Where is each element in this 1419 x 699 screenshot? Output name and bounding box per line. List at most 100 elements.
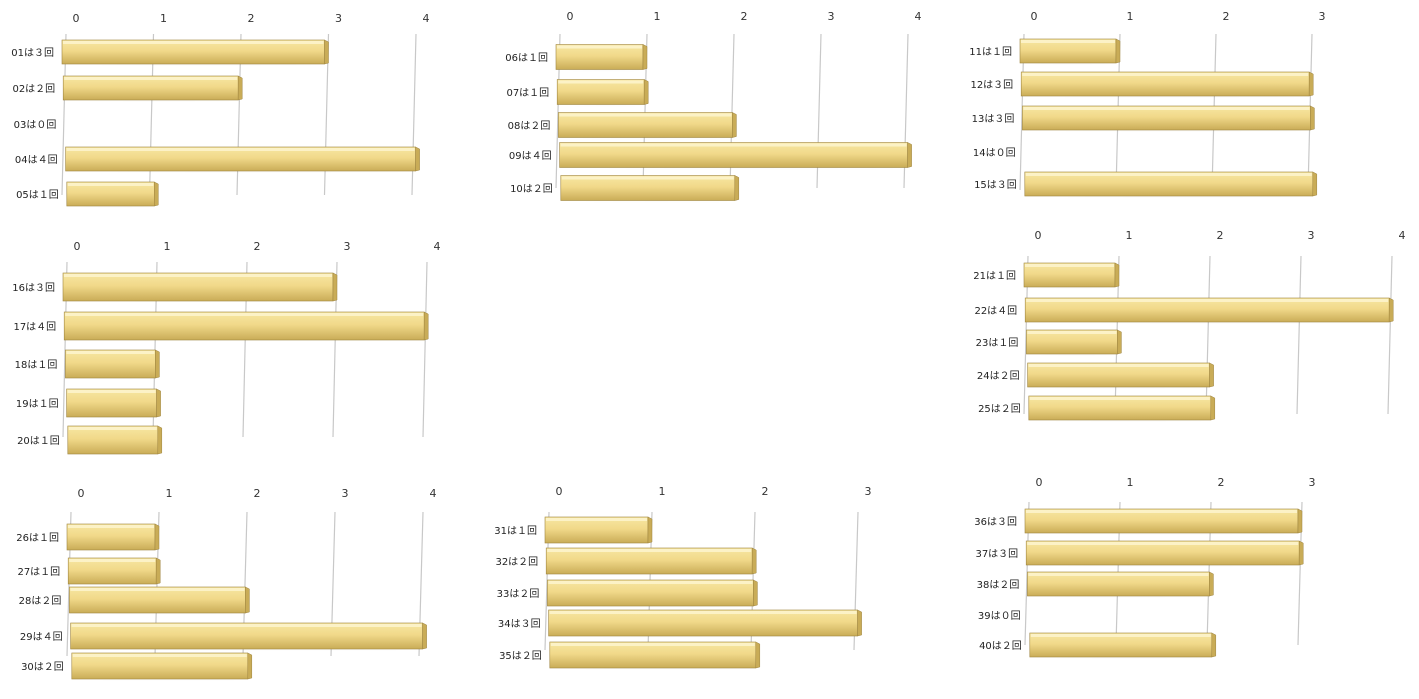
bar: [65, 349, 156, 379]
chart-panel-7: 0 1 2 3 31は１回 32は２回 33は２回 34は３回 35は２回: [494, 485, 872, 669]
chart-panel-5: 0 1 2 3 4 21は１回 22は４回 23は１回 24は２回 25は２回: [973, 229, 1406, 421]
x-tick-label: 0: [1036, 476, 1043, 489]
bar-highlight: [1027, 542, 1299, 545]
gridline: [1387, 255, 1393, 415]
x-tick-label: 1: [659, 485, 666, 498]
bar-end-cap: [857, 609, 862, 637]
bar-highlight: [1025, 173, 1312, 176]
bar-end-cap: [1298, 540, 1304, 566]
bar: [66, 388, 157, 418]
x-tick-label: 0: [74, 240, 81, 253]
bar-end-cap: [642, 44, 648, 70]
category-label: 10は２回: [510, 183, 553, 195]
bar: [549, 641, 757, 669]
bar-highlight: [548, 581, 753, 584]
bar-highlight: [72, 654, 247, 657]
category-label: 15は３回: [974, 179, 1017, 191]
bar-end-cap: [422, 622, 427, 650]
bar-highlight: [66, 148, 415, 151]
chart-panel-4: 0 1 2 3 4 16は３回 17は４回 18は１回 19は１回 20は１回: [12, 240, 441, 455]
bar-highlight: [1025, 264, 1114, 267]
bar: [67, 425, 159, 455]
category-label: 08は２回: [508, 120, 551, 132]
gridline: [1205, 255, 1211, 415]
category-label: 26は１回: [16, 532, 59, 544]
category-label: 27は１回: [17, 566, 60, 578]
x-tick-label: 3: [865, 485, 872, 498]
category-label: 06は１回: [505, 52, 548, 64]
bar: [71, 652, 249, 680]
x-tick-label: 4: [423, 12, 430, 25]
bar-end-cap: [755, 641, 761, 669]
bar-highlight: [63, 41, 324, 44]
bar-end-cap: [732, 112, 737, 138]
bar-end-cap: [647, 516, 653, 544]
category-label: 40は２回: [979, 640, 1022, 652]
category-label: 33は２回: [497, 588, 540, 600]
x-tick-label: 0: [556, 485, 563, 498]
bar-end-cap: [157, 425, 163, 455]
x-tick-label: 4: [434, 240, 441, 253]
category-label: 04は４回: [15, 154, 58, 166]
bar-highlight: [64, 274, 332, 277]
bar-highlight: [69, 559, 156, 562]
bar-highlight: [547, 549, 752, 552]
bar-end-cap: [247, 652, 253, 680]
bar-end-cap: [1211, 632, 1217, 658]
bar-highlight: [67, 183, 154, 186]
bar-highlight: [66, 351, 155, 354]
category-label: 23は１回: [976, 337, 1019, 349]
chart-panel-8: 0 1 2 3 36は３回 37は３回 38は２回 39は０回 40は２回: [974, 476, 1316, 658]
bar-highlight: [560, 143, 907, 147]
bar-highlight: [1021, 40, 1115, 43]
bar-end-cap: [751, 547, 757, 575]
bar-end-cap: [1210, 395, 1216, 421]
bar-highlight: [1026, 299, 1389, 302]
bar-highlight: [1026, 510, 1297, 513]
bar-end-cap: [1114, 262, 1120, 288]
category-label: 28は２回: [19, 595, 62, 607]
category-label: 29は４回: [20, 631, 63, 643]
bar-end-cap: [245, 586, 250, 614]
bar-end-cap: [643, 79, 649, 105]
bar: [544, 516, 649, 544]
bar-end-cap: [423, 311, 429, 341]
bar-end-cap: [332, 272, 338, 302]
bar-highlight: [1028, 364, 1209, 367]
category-label: 21は１回: [973, 270, 1016, 282]
x-tick-label: 2: [1223, 10, 1230, 23]
bar-end-cap: [415, 146, 420, 172]
category-label: 01は３回: [11, 47, 54, 59]
bar: [66, 523, 156, 551]
category-label: 35は２回: [499, 650, 542, 662]
bar-end-cap: [1388, 297, 1394, 323]
category-label: 13は３回: [972, 113, 1015, 125]
x-tick-label: 3: [1309, 476, 1316, 489]
x-tick-label: 4: [430, 487, 437, 500]
category-label: 37は３回: [975, 548, 1018, 560]
bar-end-cap: [1297, 508, 1303, 534]
bar: [555, 44, 644, 70]
bar-highlight: [557, 45, 642, 49]
bar: [560, 175, 736, 201]
x-tick-label: 1: [654, 10, 661, 23]
x-tick-label: 1: [1126, 229, 1133, 242]
bar: [548, 609, 858, 637]
category-label: 12は３回: [970, 79, 1013, 91]
bar-highlight: [68, 427, 157, 430]
bar: [559, 142, 908, 168]
x-tick-label: 2: [762, 485, 769, 498]
x-tick-label: 2: [254, 240, 261, 253]
bar-highlight: [1022, 73, 1309, 76]
x-tick-label: 2: [741, 10, 748, 23]
x-tick-label: 0: [73, 12, 80, 25]
category-label: 07は１回: [506, 87, 549, 99]
x-tick-label: 2: [1218, 476, 1225, 489]
bar-highlight: [1029, 397, 1210, 400]
bar-highlight: [546, 518, 647, 521]
bar-end-cap: [1310, 105, 1315, 131]
x-tick-label: 2: [1217, 229, 1224, 242]
bar-end-cap: [1209, 362, 1214, 388]
x-tick-label: 3: [335, 12, 342, 25]
bar-end-cap: [734, 175, 740, 201]
